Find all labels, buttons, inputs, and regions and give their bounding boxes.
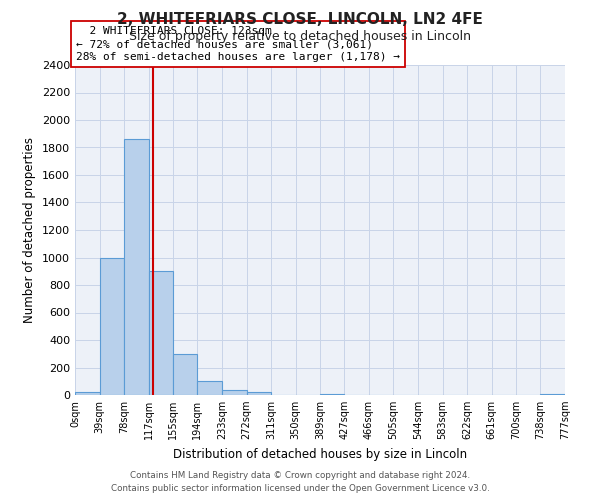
Bar [149, 271, 173, 395]
Bar [541, 394, 565, 395]
Y-axis label: Number of detached properties: Number of detached properties [23, 137, 37, 323]
Text: Size of property relative to detached houses in Lincoln: Size of property relative to detached ho… [129, 30, 471, 43]
Bar [222, 390, 247, 395]
Bar [124, 139, 149, 395]
Bar [173, 354, 197, 395]
Bar [247, 392, 271, 395]
Text: 2, WHITEFRIARS CLOSE, LINCOLN, LN2 4FE: 2, WHITEFRIARS CLOSE, LINCOLN, LN2 4FE [117, 12, 483, 28]
Bar [75, 392, 100, 395]
Text: 2 WHITEFRIARS CLOSE: 123sqm
← 72% of detached houses are smaller (3,061)
28% of : 2 WHITEFRIARS CLOSE: 123sqm ← 72% of det… [76, 26, 400, 62]
Text: Contains HM Land Registry data © Crown copyright and database right 2024.: Contains HM Land Registry data © Crown c… [130, 471, 470, 480]
X-axis label: Distribution of detached houses by size in Lincoln: Distribution of detached houses by size … [173, 448, 467, 460]
Text: Contains public sector information licensed under the Open Government Licence v3: Contains public sector information licen… [110, 484, 490, 493]
Bar [197, 381, 222, 395]
Bar [100, 258, 124, 395]
Bar [320, 394, 344, 395]
